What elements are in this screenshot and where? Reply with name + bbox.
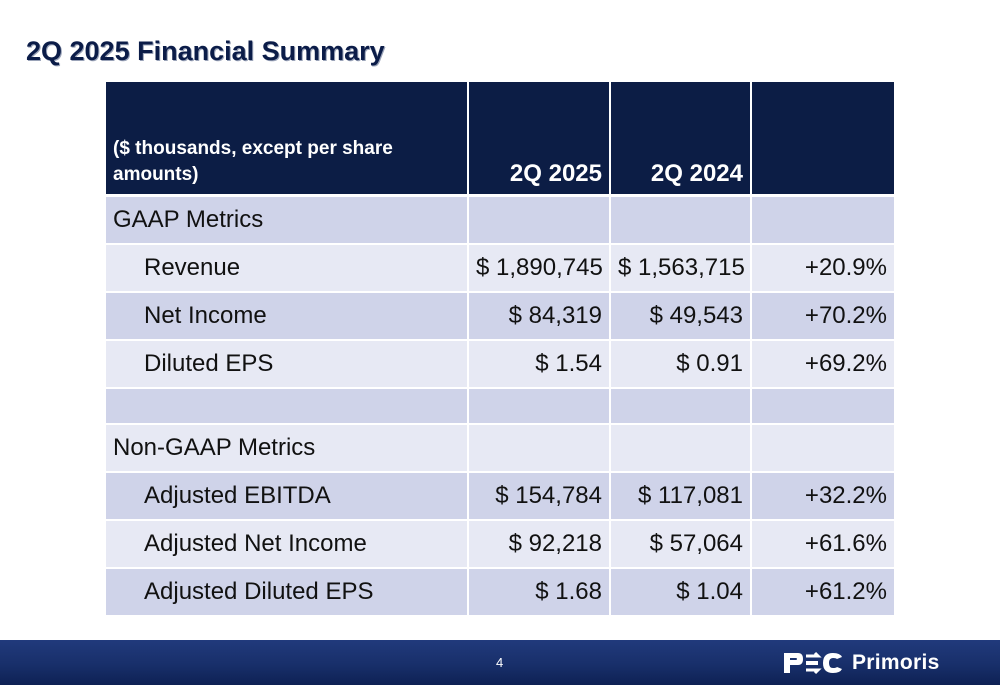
period-header-2q2024: 2Q 2024 xyxy=(610,82,752,197)
value-2q2025 xyxy=(468,195,611,245)
table-row-revenue: Revenue $ 1,890,745 $ 1,563,715 +20.9% xyxy=(106,243,894,293)
value-2q2025: $ 84,319 xyxy=(468,291,611,341)
spacer-cell xyxy=(106,387,469,425)
section-label: Non-GAAP Metrics xyxy=(106,423,469,473)
value-change: +20.9% xyxy=(751,243,894,293)
value-change: +70.2% xyxy=(751,291,894,341)
table-row-adjusted-ebitda: Adjusted EBITDA $ 154,784 $ 117,081 +32.… xyxy=(106,471,894,521)
page-number: 4 xyxy=(496,655,504,670)
table-row-adjusted-diluted-eps: Adjusted Diluted EPS $ 1.68 $ 1.04 +61.2… xyxy=(106,567,894,617)
value-change: +61.2% xyxy=(751,567,894,617)
metric-label: Adjusted EBITDA xyxy=(106,471,469,521)
metric-label: Adjusted Net Income xyxy=(106,519,469,569)
metric-label: Adjusted Diluted EPS xyxy=(106,567,469,617)
value-change xyxy=(751,423,894,473)
metric-label: Net Income xyxy=(106,291,469,341)
value-change: +69.2% xyxy=(751,339,894,389)
value-2q2024: $ 49,543 xyxy=(610,291,752,341)
value-2q2024: $ 1,563,715 xyxy=(610,243,752,293)
units-header: ($ thousands, except per share amounts) xyxy=(106,82,469,197)
spacer-cell xyxy=(610,387,752,425)
table-row-adjusted-net-income: Adjusted Net Income $ 92,218 $ 57,064 +6… xyxy=(106,519,894,569)
value-2q2025 xyxy=(468,423,611,473)
slide-title: 2Q 2025 Financial Summary xyxy=(26,36,385,66)
table-row-gaap-section: GAAP Metrics xyxy=(106,195,894,245)
period-header-2q2025: 2Q 2025 xyxy=(468,82,611,197)
value-2q2024: $ 117,081 xyxy=(610,471,752,521)
spacer-cell xyxy=(468,387,611,425)
table-row-diluted-eps: Diluted EPS $ 1.54 $ 0.91 +69.2% xyxy=(106,339,894,389)
table-header-row: ($ thousands, except per share amounts) … xyxy=(106,82,894,197)
spacer-cell xyxy=(751,387,894,425)
value-2q2025: $ 1.54 xyxy=(468,339,611,389)
value-2q2024: $ 0.91 xyxy=(610,339,752,389)
primoris-logo: Primoris xyxy=(782,649,940,677)
psc-logo-mark-icon xyxy=(784,651,842,675)
value-change: +32.2% xyxy=(751,471,894,521)
table-row-non-gaap-section: Non-GAAP Metrics xyxy=(106,423,894,473)
metric-label: Revenue xyxy=(106,243,469,293)
value-2q2025: $ 92,218 xyxy=(468,519,611,569)
value-2q2024 xyxy=(610,423,752,473)
value-change: +61.6% xyxy=(751,519,894,569)
footer-bar: 4 Primoris xyxy=(0,640,1000,685)
value-2q2024: $ 1.04 xyxy=(610,567,752,617)
section-label: GAAP Metrics xyxy=(106,195,469,245)
financial-summary-table: ($ thousands, except per share amounts) … xyxy=(106,82,894,617)
value-2q2025: $ 1,890,745 xyxy=(468,243,611,293)
metric-label: Diluted EPS xyxy=(106,339,469,389)
value-2q2024 xyxy=(610,195,752,245)
value-2q2024: $ 57,064 xyxy=(610,519,752,569)
value-2q2025: $ 1.68 xyxy=(468,567,611,617)
change-header xyxy=(751,82,894,197)
logo-wordmark: Primoris xyxy=(852,651,940,674)
value-change xyxy=(751,195,894,245)
table-row-net-income: Net Income $ 84,319 $ 49,543 +70.2% xyxy=(106,291,894,341)
table-row-spacer xyxy=(106,387,894,425)
value-2q2025: $ 154,784 xyxy=(468,471,611,521)
